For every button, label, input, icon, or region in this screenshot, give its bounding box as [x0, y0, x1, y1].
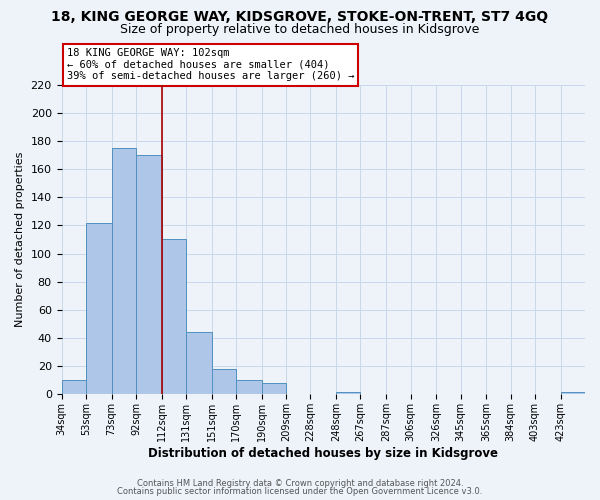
- Text: Contains HM Land Registry data © Crown copyright and database right 2024.: Contains HM Land Registry data © Crown c…: [137, 478, 463, 488]
- Bar: [161, 240, 186, 394]
- X-axis label: Distribution of detached houses by size in Kidsgrove: Distribution of detached houses by size …: [148, 447, 498, 460]
- Text: 18, KING GEORGE WAY, KIDSGROVE, STOKE-ON-TRENT, ST7 4GQ: 18, KING GEORGE WAY, KIDSGROVE, STOKE-ON…: [52, 10, 548, 24]
- Bar: [186, 332, 212, 394]
- Text: Size of property relative to detached houses in Kidsgrove: Size of property relative to detached ho…: [121, 22, 479, 36]
- Text: 18 KING GEORGE WAY: 102sqm
← 60% of detached houses are smaller (404)
39% of sem: 18 KING GEORGE WAY: 102sqm ← 60% of deta…: [67, 48, 354, 82]
- Bar: [136, 155, 161, 394]
- Bar: [236, 380, 262, 394]
- Bar: [86, 222, 112, 394]
- Text: Contains public sector information licensed under the Open Government Licence v3: Contains public sector information licen…: [118, 487, 482, 496]
- Bar: [262, 383, 286, 394]
- Bar: [112, 148, 136, 394]
- Bar: [336, 392, 361, 394]
- Bar: [62, 380, 86, 394]
- Bar: [212, 369, 236, 394]
- Bar: [560, 392, 585, 394]
- Y-axis label: Number of detached properties: Number of detached properties: [15, 152, 25, 327]
